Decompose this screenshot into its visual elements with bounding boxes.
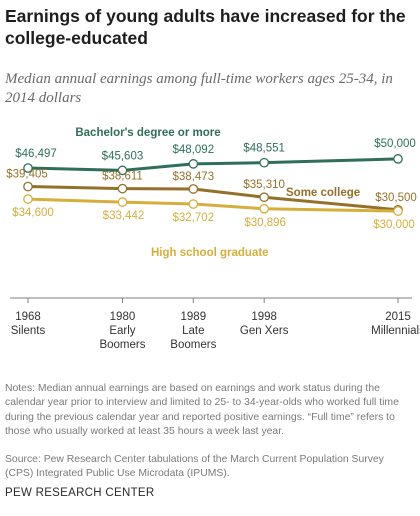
data-label: $46,497 bbox=[15, 148, 57, 160]
data-label: $50,000 bbox=[374, 138, 416, 150]
data-label: $38,473 bbox=[173, 171, 215, 183]
data-label: $33,442 bbox=[103, 210, 145, 222]
x-tick-label-generation: Gen Xers bbox=[240, 325, 289, 337]
data-point bbox=[259, 157, 270, 168]
data-label: $38,611 bbox=[102, 171, 143, 183]
data-point bbox=[117, 165, 128, 176]
data-point bbox=[259, 203, 270, 214]
chart-source: Source: Pew Research Center tabulations … bbox=[5, 454, 384, 480]
x-tick-label-generation: Silents bbox=[11, 325, 46, 337]
data-label: $30,000 bbox=[373, 219, 415, 231]
x-tick-label-year: 2015 bbox=[385, 311, 411, 323]
data-label: $30,500 bbox=[375, 192, 417, 204]
chart-subtitle: Median annual earnings among full-time w… bbox=[5, 71, 393, 106]
data-point bbox=[188, 159, 199, 169]
data-labels: $46,497 $45,603 $48,092 $48,551 $50,000 Bache… bbox=[6, 127, 417, 259]
x-tick-label-generation: Early bbox=[109, 325, 135, 337]
data-label: $48,092 bbox=[173, 144, 215, 156]
x-tick-label-generation: Millennials bbox=[371, 325, 420, 337]
data-point bbox=[188, 184, 199, 194]
data-point bbox=[393, 206, 403, 216]
data-point bbox=[23, 194, 33, 204]
x-tick-label-year: 1980 bbox=[110, 311, 136, 323]
data-label: $45,603 bbox=[102, 150, 144, 162]
series-label: High school graduate bbox=[151, 247, 269, 259]
organization-name: PEW RESEARCH CENTER bbox=[5, 487, 155, 499]
x-axis: 1968 Silents 1980 Early Boomers 1989 Late Boome… bbox=[10, 297, 420, 351]
series-label: Some college bbox=[286, 187, 360, 199]
x-tick-label-year: 1998 bbox=[251, 311, 277, 323]
data-label: $39,405 bbox=[6, 169, 48, 181]
chart-title: Earnings of young adults have increased … bbox=[5, 6, 406, 48]
data-point bbox=[259, 192, 270, 203]
data-point bbox=[117, 183, 128, 194]
data-point bbox=[188, 199, 199, 209]
data-point bbox=[393, 154, 403, 164]
x-tick-label-generation: Late bbox=[182, 325, 204, 337]
x-tick-label-generation: Boomers bbox=[170, 339, 216, 351]
series-line bbox=[26, 157, 400, 172]
data-point bbox=[117, 197, 128, 207]
x-tick-label-year: 1989 bbox=[181, 311, 207, 323]
data-point bbox=[23, 163, 33, 173]
data-point bbox=[23, 181, 33, 192]
series-lines bbox=[23, 154, 403, 216]
data-label: $30,896 bbox=[244, 217, 286, 229]
data-label: $48,551 bbox=[243, 143, 285, 155]
data-label: $35,310 bbox=[243, 179, 285, 191]
line-chart: 1968 Silents 1980 Early Boomers 1989 Late Boome… bbox=[6, 127, 420, 351]
series-label: Bachelor's degree or more bbox=[75, 127, 220, 139]
data-label: $34,600 bbox=[12, 207, 54, 219]
data-label: $32,702 bbox=[173, 212, 215, 224]
x-tick-label-year: 1968 bbox=[15, 311, 41, 323]
chart-notes: Notes: Median annual earnings are based … bbox=[5, 383, 399, 437]
x-tick-label-generation: Boomers bbox=[99, 339, 145, 351]
